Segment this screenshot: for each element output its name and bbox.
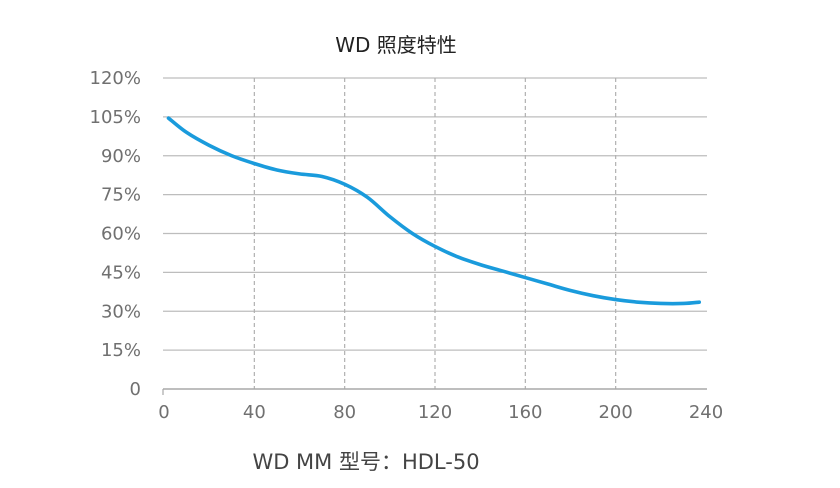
y-tick-label: 30%: [101, 301, 141, 322]
y-tick-label: 60%: [101, 224, 141, 245]
series-lines: [166, 116, 702, 306]
x-tick-label: 80: [333, 402, 356, 423]
x-tick-label: 160: [508, 402, 542, 423]
x-tick-label: 200: [598, 402, 632, 423]
axis-lines: [162, 388, 707, 395]
x-tick-label: 0: [158, 402, 169, 423]
y-tick-labels: 0 15% 30% 45% 60% 75% 90% 105% 120%: [90, 68, 141, 400]
vertical-gridlines: [253, 78, 617, 389]
y-tick-label: 120%: [90, 68, 141, 89]
y-tick-label: 105%: [90, 107, 141, 128]
series-line: [166, 116, 702, 306]
y-tick-label: 90%: [101, 146, 141, 167]
x-axis-label: WD MM 型号：HDL-50: [252, 450, 479, 474]
x-tick-label: 240: [689, 402, 723, 423]
y-tick-label: 15%: [101, 340, 141, 361]
y-tick-label: 75%: [101, 185, 141, 206]
y-tick-label: 0: [130, 379, 141, 400]
x-tick-labels: 0 40 80 120 160 200 240: [158, 402, 723, 423]
x-tick-label: 40: [243, 402, 266, 423]
x-tick-label: 120: [418, 402, 452, 423]
y-tick-label: 45%: [101, 262, 141, 283]
chart-title: WD 照度特性: [335, 33, 457, 57]
